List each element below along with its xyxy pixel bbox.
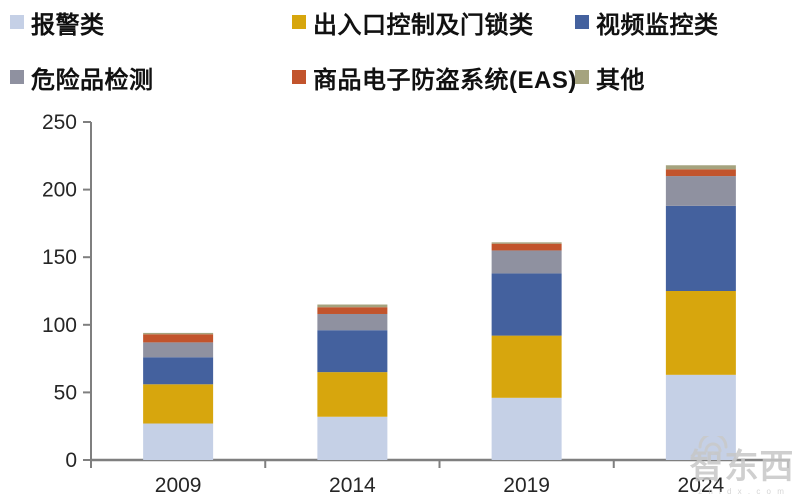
bar-segment (317, 313, 388, 331)
bar-segment (665, 291, 736, 375)
chart-legend: 报警类 出入口控制及门锁类 视频监控类危险品检测 商品电子防盗系统(EAS) 其他 (0, 0, 800, 100)
bar-segment (665, 205, 736, 291)
legend-item: 危险品检测 (10, 62, 154, 94)
bar-segment (143, 357, 214, 385)
legend-label: 商品电子防盗系统(EAS) (313, 66, 577, 94)
bar-segment (317, 330, 388, 373)
bar-segment (491, 243, 562, 251)
y-axis-label: 50 (54, 381, 77, 404)
legend-label: 报警类 (31, 11, 105, 39)
bar-segment (317, 304, 388, 308)
bar-segment (143, 423, 214, 460)
bar-segment (665, 374, 736, 460)
bar-segment (143, 334, 214, 343)
legend-swatch-icon (10, 15, 24, 29)
y-axis-label: 0 (65, 449, 77, 472)
legend-item: 其他 (575, 62, 645, 94)
y-axis-label: 250 (42, 111, 77, 134)
legend-swatch-icon (575, 70, 589, 84)
legend-item: 出入口控制及门锁类 (292, 7, 534, 39)
bar-segment (491, 250, 562, 274)
bar-segment (317, 372, 388, 417)
bar-segment (143, 342, 214, 358)
y-axis-label: 100 (42, 314, 77, 337)
y-axis-label: 200 (42, 179, 77, 202)
legend-swatch-icon (292, 15, 306, 29)
legend-item: 视频监控类 (575, 7, 719, 39)
bar-segment (317, 416, 388, 460)
bar-segment (665, 176, 736, 206)
y-axis-label: 150 (42, 246, 77, 269)
legend-label: 其他 (596, 66, 645, 94)
bar-segment (491, 242, 562, 244)
legend-swatch-icon (575, 15, 589, 29)
bar-segment (665, 169, 736, 177)
x-axis-label: 2024 (678, 474, 725, 497)
legend-item: 报警类 (10, 7, 105, 39)
bar-segment (317, 307, 388, 314)
legend-swatch-icon (292, 70, 306, 84)
bar-segment (665, 165, 736, 170)
legend-item: 商品电子防盗系统(EAS) (292, 62, 577, 94)
bar-segment (143, 332, 214, 335)
legend-swatch-icon (10, 70, 24, 84)
legend-label: 视频监控类 (596, 11, 719, 39)
legend-label: 出入口控制及门锁类 (313, 11, 534, 39)
bar-segment (491, 273, 562, 336)
x-axis-label: 2009 (155, 474, 202, 497)
bar-segment (143, 384, 214, 424)
x-axis-label: 2014 (329, 474, 376, 497)
x-axis-label: 2019 (503, 474, 550, 497)
bar-segment (491, 335, 562, 398)
bar-segment (491, 397, 562, 460)
legend-label: 危险品检测 (31, 66, 154, 94)
